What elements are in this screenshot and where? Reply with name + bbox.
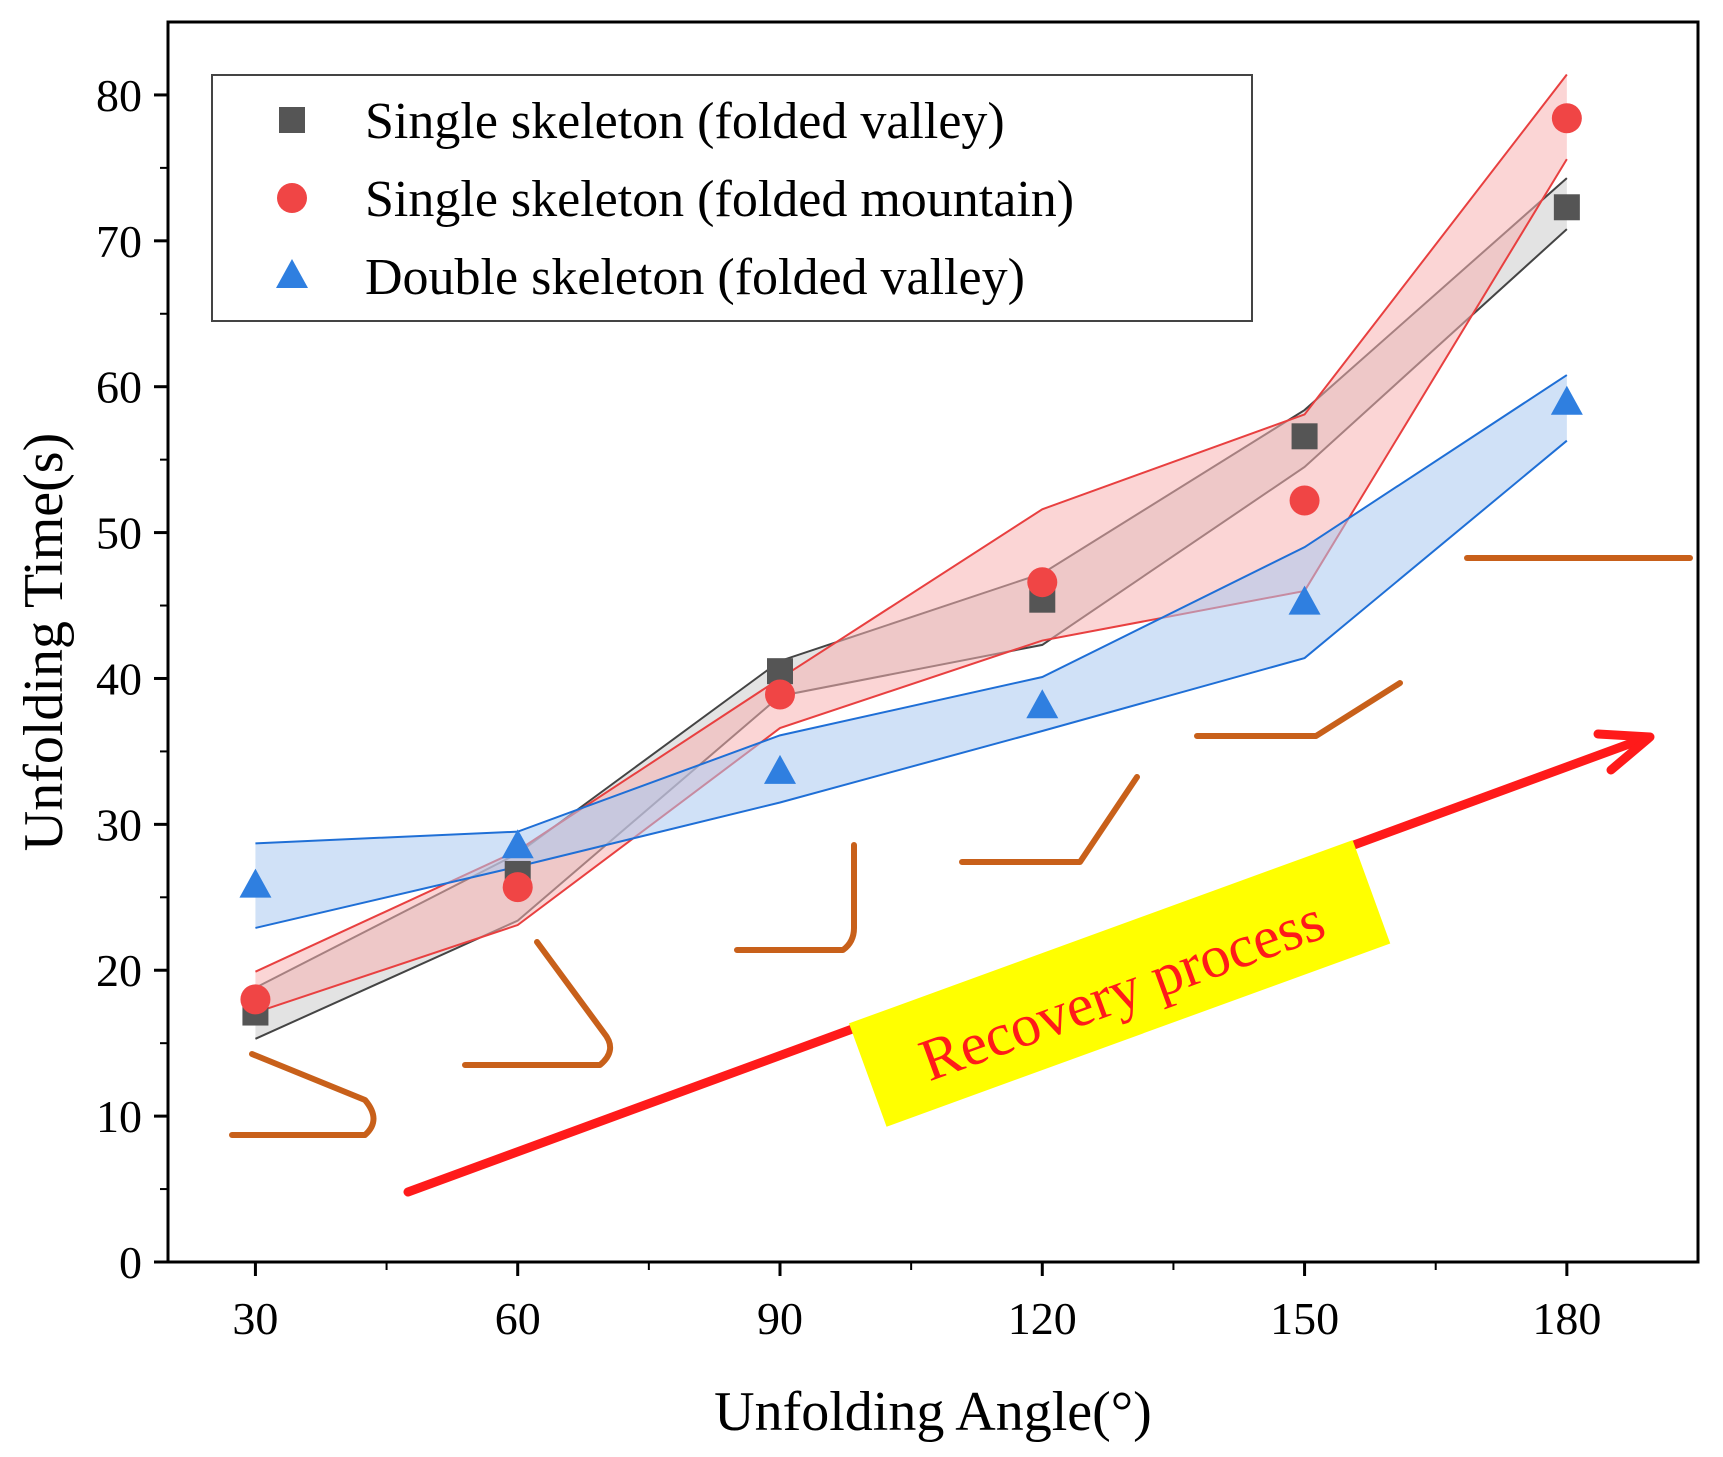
fold-glyph-3 (734, 842, 857, 953)
x-tick-label: 60 (495, 1293, 541, 1344)
legend-box (211, 74, 1253, 322)
x-tick-label: 90 (757, 1293, 803, 1344)
x-tick-label: 120 (1008, 1293, 1077, 1344)
fold-glyph-4 (959, 774, 1140, 865)
y-tick-label: 20 (96, 945, 142, 996)
point-series-2-x120 (1026, 689, 1059, 719)
arrow-head (1593, 729, 1655, 775)
y-tick-label: 30 (96, 799, 142, 850)
point-series-1-x120 (1027, 567, 1058, 598)
band-fill-series-2 (255, 375, 1567, 928)
fold-glyph-1 (229, 1051, 377, 1138)
y-axis-title: Unfolding Time(s) (13, 433, 75, 852)
point-series-1-x30 (240, 984, 271, 1015)
annotation-group: Recovery process (848, 840, 1391, 1127)
recovery-annotation: Recovery process (848, 840, 1391, 1127)
fold-shape-glyphs (229, 555, 1693, 1138)
point-series-0-x180 (1553, 194, 1580, 221)
y-tick-label: 80 (96, 70, 142, 121)
legend-entry-1: Single skeleton (folded mountain) (365, 171, 1074, 228)
band-lower-edge-series-2 (255, 439, 1568, 929)
legend-marker-0 (279, 107, 305, 133)
legend: Single skeleton (folded valley) Single sk… (211, 74, 1253, 322)
fold-glyph-5 (1194, 680, 1403, 739)
point-series-1-x150 (1289, 485, 1320, 516)
legend-marker-2 (276, 259, 308, 288)
y-tick-label: 60 (96, 362, 142, 413)
x-tick-label: 150 (1270, 1293, 1339, 1344)
band-fill-series-1 (255, 74, 1567, 1013)
legend-marker-1 (277, 183, 307, 213)
annotation-highlight (848, 840, 1391, 1127)
x-axis-title: Unfolding Angle(°) (714, 1381, 1152, 1443)
point-series-1-x60 (502, 872, 533, 903)
y-tick-label: 70 (96, 216, 142, 267)
x-tick-label: 180 (1532, 1293, 1601, 1344)
axes: 30 60 90 120 150 180 0 10 20 30 40 50 60 70 80 Unfoldin… (13, 20, 1700, 1443)
point-series-2-x150 (1288, 585, 1321, 615)
plot-frame (166, 20, 1700, 1264)
point-series-1-x90 (765, 679, 795, 710)
y-tick-label: 10 (96, 1091, 142, 1142)
point-series-1-x180 (1551, 103, 1582, 134)
point-series-2-x90 (764, 754, 796, 784)
y-tick-label: 40 (96, 653, 142, 704)
point-series-2-x180 (1550, 385, 1583, 415)
y-tick-label: 50 (96, 508, 142, 559)
x-tick-label: 30 (232, 1293, 278, 1344)
point-series-0-x150 (1291, 423, 1318, 450)
legend-entry-0: Single skeleton (folded valley) (365, 93, 1005, 150)
point-series-2-x30 (239, 868, 272, 898)
band-upper-edge-series-2 (255, 374, 1568, 845)
legend-entry-2: Double skeleton (folded valley) (365, 249, 1025, 306)
fold-glyph-2 (462, 939, 613, 1068)
data-markers (239, 103, 1583, 1026)
point-series-2-x60 (501, 829, 534, 859)
confidence-bands (254, 73, 1568, 1040)
y-tick-label: 0 (119, 1237, 142, 1288)
